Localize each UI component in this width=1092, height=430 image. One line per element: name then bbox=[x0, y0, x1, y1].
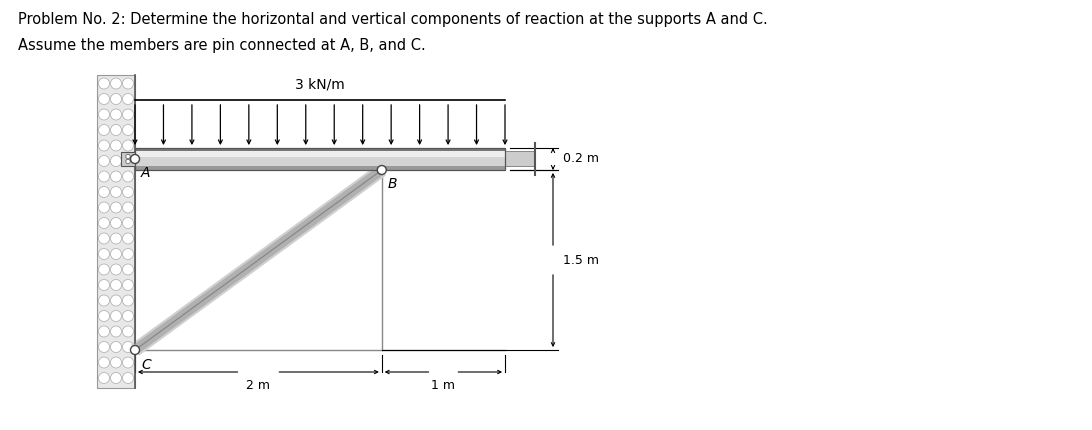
Circle shape bbox=[122, 357, 133, 368]
Circle shape bbox=[98, 140, 109, 151]
Circle shape bbox=[98, 357, 109, 368]
Circle shape bbox=[122, 171, 133, 182]
Text: Problem No. 2: Determine the horizontal and vertical components of reaction at t: Problem No. 2: Determine the horizontal … bbox=[17, 12, 768, 27]
Circle shape bbox=[122, 326, 133, 337]
Circle shape bbox=[122, 218, 133, 228]
Circle shape bbox=[98, 264, 109, 275]
Text: A: A bbox=[141, 166, 151, 180]
Circle shape bbox=[110, 326, 121, 337]
Circle shape bbox=[122, 140, 133, 151]
Circle shape bbox=[122, 295, 133, 306]
Bar bbox=[135, 150, 505, 166]
Circle shape bbox=[110, 109, 121, 120]
Bar bbox=[135, 150, 505, 157]
Circle shape bbox=[98, 295, 109, 306]
Circle shape bbox=[131, 154, 140, 163]
Text: 1.5 m: 1.5 m bbox=[563, 254, 600, 267]
Text: 1 m: 1 m bbox=[431, 379, 455, 392]
Circle shape bbox=[98, 372, 109, 384]
Text: B: B bbox=[388, 177, 397, 191]
Circle shape bbox=[98, 202, 109, 213]
Circle shape bbox=[98, 171, 109, 182]
Circle shape bbox=[110, 372, 121, 384]
Bar bbox=[97, 75, 135, 388]
Circle shape bbox=[110, 341, 121, 353]
Circle shape bbox=[110, 140, 121, 151]
Circle shape bbox=[110, 280, 121, 291]
Circle shape bbox=[110, 156, 121, 166]
Circle shape bbox=[98, 310, 109, 322]
Circle shape bbox=[122, 310, 133, 322]
Circle shape bbox=[122, 341, 133, 353]
Circle shape bbox=[98, 280, 109, 291]
Bar bbox=[135, 148, 505, 150]
Circle shape bbox=[98, 187, 109, 197]
Text: C: C bbox=[141, 358, 151, 372]
Circle shape bbox=[98, 218, 109, 228]
Circle shape bbox=[122, 280, 133, 291]
Bar bbox=[500, 150, 535, 166]
Circle shape bbox=[110, 187, 121, 197]
Circle shape bbox=[110, 264, 121, 275]
Circle shape bbox=[110, 249, 121, 259]
Text: 3 kN/m: 3 kN/m bbox=[295, 77, 345, 91]
Circle shape bbox=[378, 166, 387, 175]
Circle shape bbox=[122, 233, 133, 244]
Bar bbox=[135, 166, 505, 170]
Circle shape bbox=[98, 78, 109, 89]
Circle shape bbox=[122, 109, 133, 120]
Text: Assume the members are pin connected at A, B, and C.: Assume the members are pin connected at … bbox=[17, 38, 426, 53]
Circle shape bbox=[110, 218, 121, 228]
Circle shape bbox=[110, 125, 121, 135]
Bar bbox=[135, 148, 505, 170]
Circle shape bbox=[122, 93, 133, 104]
Circle shape bbox=[98, 156, 109, 166]
Circle shape bbox=[126, 154, 130, 159]
Circle shape bbox=[110, 78, 121, 89]
Circle shape bbox=[122, 372, 133, 384]
Circle shape bbox=[110, 310, 121, 322]
Circle shape bbox=[122, 78, 133, 89]
Circle shape bbox=[110, 357, 121, 368]
Circle shape bbox=[98, 125, 109, 135]
Circle shape bbox=[98, 109, 109, 120]
Circle shape bbox=[126, 159, 130, 164]
Circle shape bbox=[98, 233, 109, 244]
Circle shape bbox=[122, 187, 133, 197]
Circle shape bbox=[98, 93, 109, 104]
Circle shape bbox=[110, 171, 121, 182]
Circle shape bbox=[110, 295, 121, 306]
Circle shape bbox=[110, 202, 121, 213]
Circle shape bbox=[122, 125, 133, 135]
Circle shape bbox=[98, 341, 109, 353]
Circle shape bbox=[98, 326, 109, 337]
Text: 0.2 m: 0.2 m bbox=[563, 153, 600, 166]
Text: 2 m: 2 m bbox=[247, 379, 271, 392]
Circle shape bbox=[122, 156, 133, 166]
Circle shape bbox=[122, 264, 133, 275]
Bar bbox=[121, 152, 135, 166]
Circle shape bbox=[122, 249, 133, 259]
Circle shape bbox=[131, 345, 140, 354]
Circle shape bbox=[98, 249, 109, 259]
Circle shape bbox=[122, 202, 133, 213]
Circle shape bbox=[110, 93, 121, 104]
Circle shape bbox=[110, 233, 121, 244]
